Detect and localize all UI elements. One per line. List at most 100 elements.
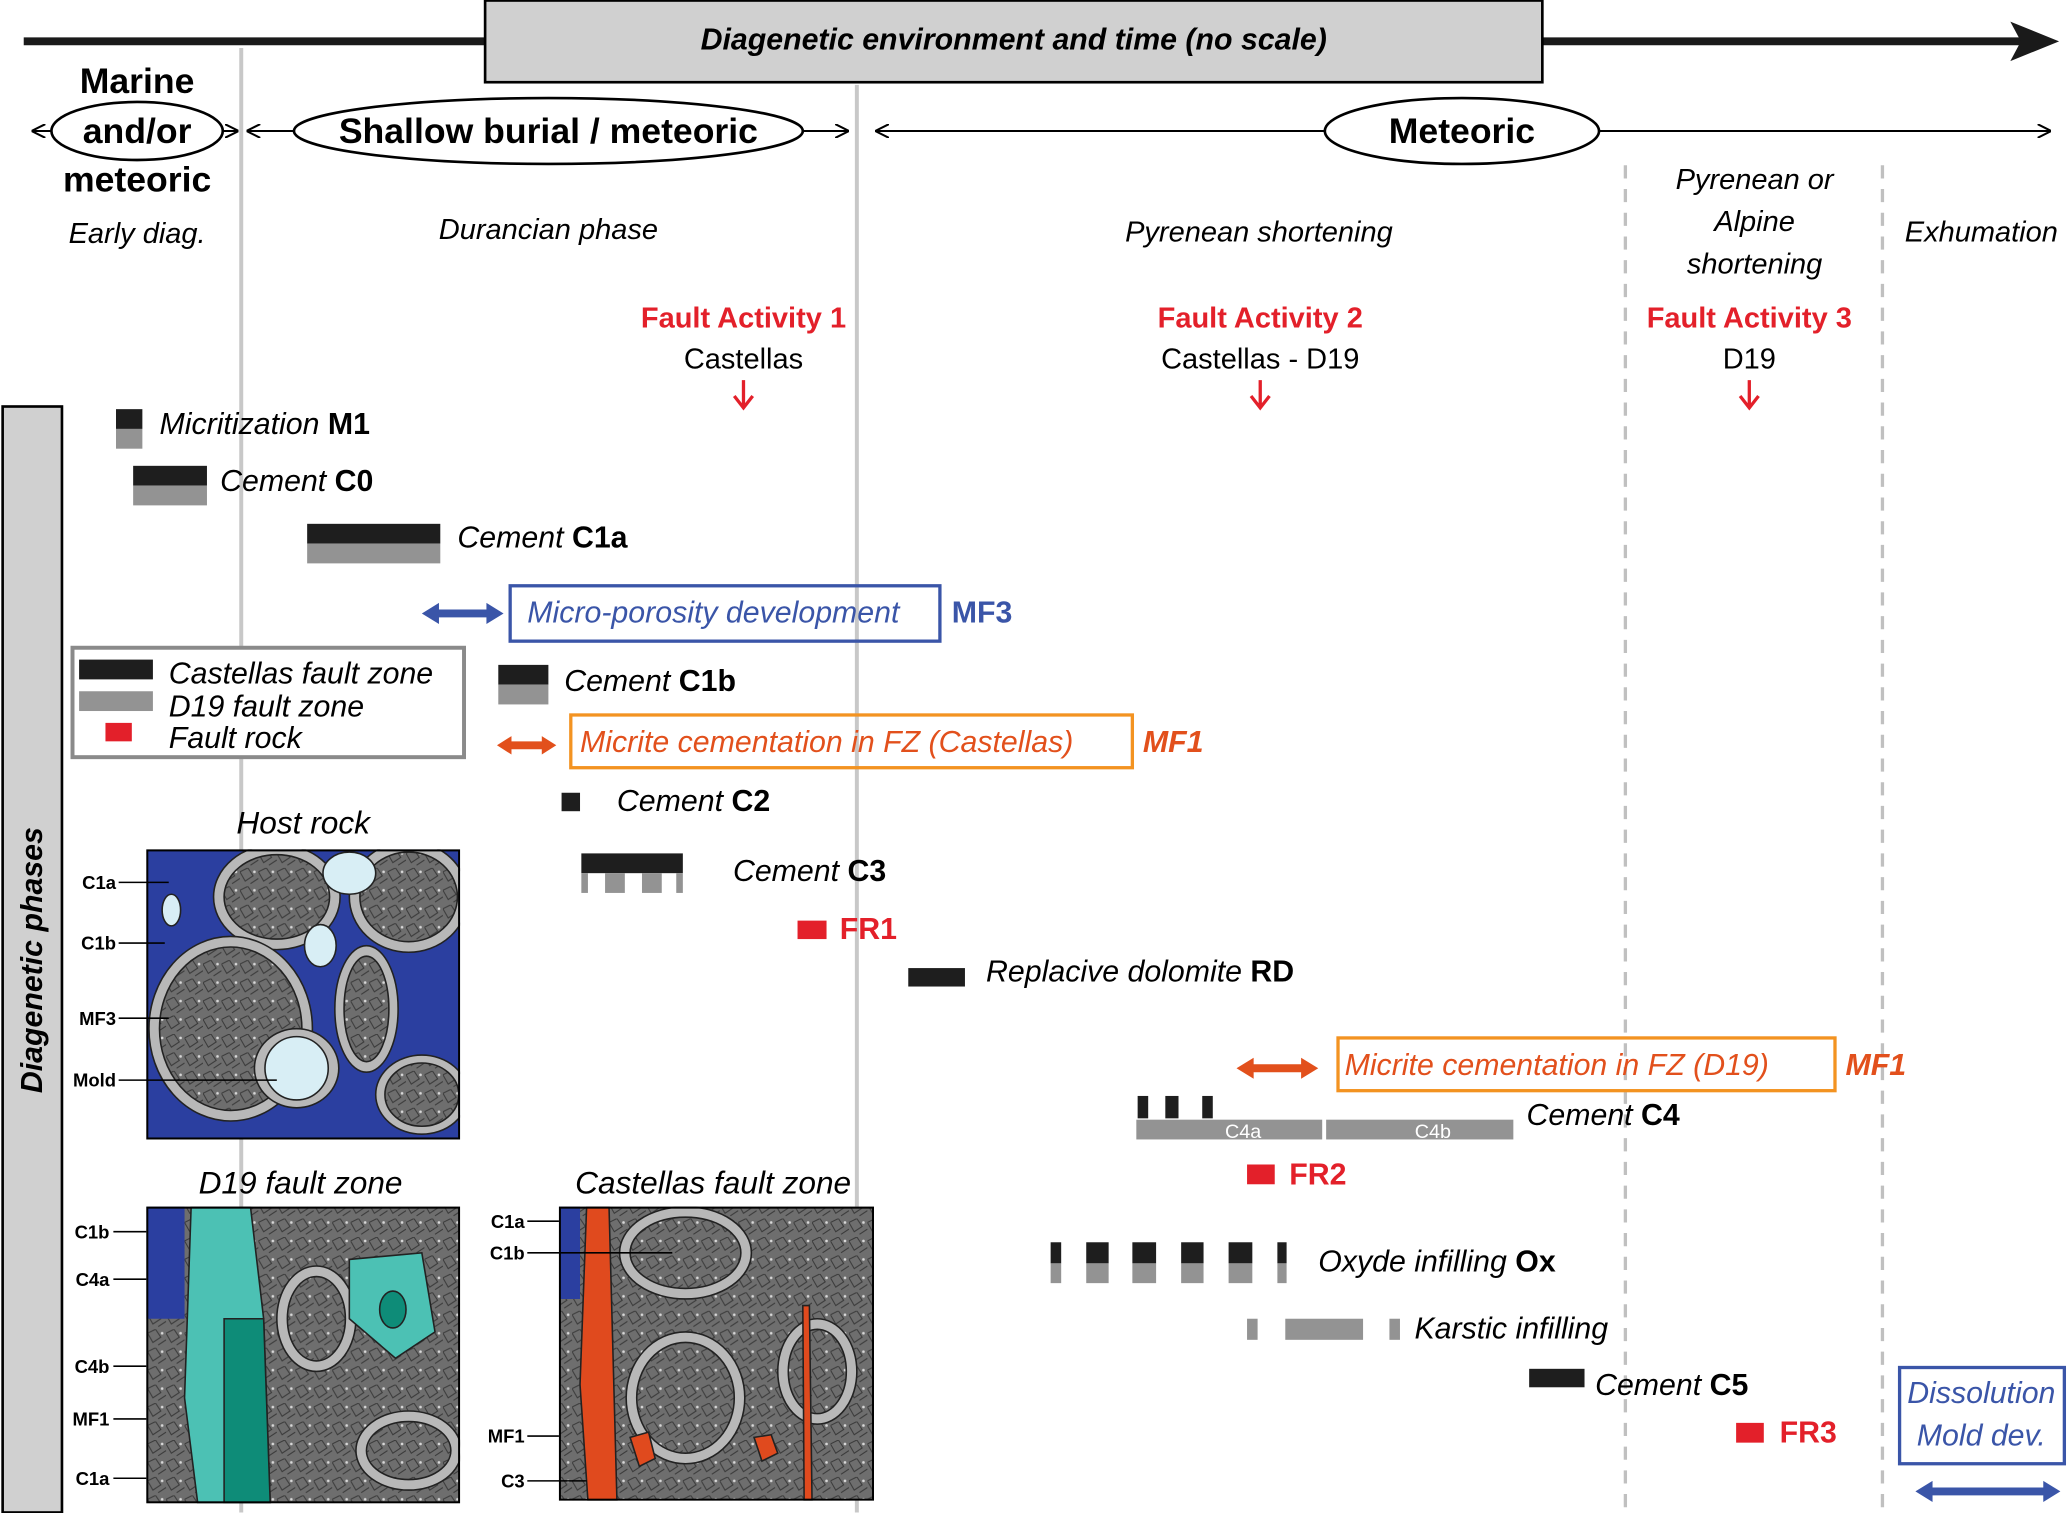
phase-c5: Cement C5 [1529,1368,1748,1402]
double-arrow-icon [1915,1480,2061,1502]
env-marine-line3: meteoric [63,160,211,200]
phase-m1: Micritization M1 [116,408,370,449]
legend-label: D19 fault zone [169,690,364,723]
double-arrow-icon [1236,1057,1319,1079]
svg-text:Castellas fault zone: Castellas fault zone [575,1164,851,1200]
period-durancian: Durancian phase [439,214,658,246]
period-pyrenean-alpine-1: Pyrenean or [1676,164,1835,196]
title-box [483,0,1544,84]
env-meteoric: Meteoric [1389,111,1535,151]
fault-activity-label: Fault Activity 2 [1158,302,1363,334]
phase-karstic: Karstic infilling [1247,1313,1608,1346]
fault-activity-2: Fault Activity 2 Castellas - D19 [1158,302,1363,411]
fault-activity-3: Fault Activity 3 D19 [1647,302,1852,411]
svg-text:Cement C1a: Cement C1a [457,522,628,555]
svg-text:Dissolution: Dissolution [1907,1377,2055,1410]
phase-dissolution: Dissolution Mold dev. [1897,1365,2067,1502]
phase-c1a: Cement C1a [307,522,629,564]
phase-fr3: FR3 [1736,1417,1837,1450]
svg-text:Cement C5: Cement C5 [1595,1369,1748,1402]
period-early: Early diag. [69,218,206,250]
svg-text:Cement C0: Cement C0 [220,465,373,498]
down-arrow-icon [1249,380,1271,411]
phase-fr2: FR2 [1247,1158,1346,1191]
svg-text:C4a: C4a [76,1269,111,1290]
svg-text:C1a: C1a [491,1211,526,1232]
svg-text:Cement C3: Cement C3 [733,855,886,888]
svg-text:C3: C3 [501,1470,525,1491]
phase-c1b: Cement C1b [498,664,736,705]
svg-text:Host rock: Host rock [236,805,372,841]
svg-text:Cement C2: Cement C2 [617,785,770,818]
svg-text:MF1: MF1 [73,1409,110,1430]
legend-swatch-fault-rock [105,722,132,742]
svg-text:C1b: C1b [490,1242,525,1263]
svg-text:C4b: C4b [1415,1121,1451,1143]
svg-text:MF3: MF3 [952,597,1013,630]
shallow-ellipse [292,96,805,166]
phase-mf1-castellas: Micrite cementation in FZ (Castellas) MF… [496,713,1204,770]
legend: Castellas fault zone D19 fault zone Faul… [70,645,466,760]
env-marine-line1: Marine [80,61,195,101]
phase-rd: Replacive dolomite RD [908,955,1294,988]
legend-swatch-d19 [79,691,153,712]
down-arrow-icon [1738,380,1760,411]
svg-text:C1b: C1b [81,933,116,954]
svg-text:FR3: FR3 [1780,1417,1837,1450]
svg-text:FR2: FR2 [1289,1158,1346,1191]
phase-mf3: Micro-porosity development MF3 [421,584,1013,643]
fault-activity-label: Fault Activity 3 [1647,302,1852,334]
env-shallow: Shallow burial / meteoric [339,111,758,151]
fault-activity-site: Castellas [684,343,803,375]
svg-text:Micro-porosity development: Micro-porosity development [527,597,901,630]
svg-text:C4a: C4a [1225,1121,1261,1143]
period-exhumation: Exhumation [1905,217,2058,249]
phase-fr1: FR1 [797,913,897,946]
svg-text:Cement C1b: Cement C1b [564,665,736,698]
legend-swatch-castellas [79,659,153,680]
period-pyrenean-alpine-3: shortening [1687,248,1822,280]
down-arrow-icon [732,380,755,411]
fault-activity-site: Castellas - D19 [1161,343,1359,375]
phase-c3: Cement C3 [581,853,886,893]
svg-text:Micritization M1: Micritization M1 [160,408,370,441]
svg-text:MF3: MF3 [79,1008,116,1029]
svg-text:MF1: MF1 [1143,726,1204,759]
fault-activity-1: Fault Activity 1 Castellas [641,302,846,411]
phase-c4: C4a C4b Cement C4 [1136,1095,1680,1143]
svg-text:C4b: C4b [75,1356,110,1377]
legend-label: Fault rock [169,722,304,755]
micrograph-castellas-fault-zone: Castellas fault zone C1a C1b MF1 C3 [488,1164,874,1501]
phase-c0: Cement C0 [133,465,373,506]
period-pyrenean: Pyrenean shortening [1125,217,1393,249]
svg-text:C1a: C1a [82,872,117,893]
fault-activity-label: Fault Activity 1 [641,302,846,334]
double-arrow-icon [421,602,504,625]
phase-mf1-d19: Micrite cementation in FZ (D19) MF1 [1236,1036,1907,1093]
svg-text:MF1: MF1 [488,1426,525,1447]
legend-label: Castellas fault zone [169,657,433,690]
svg-text:FR1: FR1 [840,913,897,946]
time-arrow-head [2010,21,2060,62]
svg-text:MF1: MF1 [1846,1049,1907,1082]
meteoric-ellipse [1323,96,1601,166]
svg-text:C1b: C1b [75,1221,110,1242]
phase-c2: Cement C2 [561,785,770,818]
micrograph-d19-fault-zone: D19 fault zone C1b C4a C4b MF1 C1a [73,1164,461,1504]
marine-ellipse [50,100,225,162]
svg-text:Mold dev.: Mold dev. [1917,1419,2046,1452]
env-marine-line2: and/or [83,111,192,151]
svg-text:C1a: C1a [76,1468,111,1489]
svg-text:Micrite cementation in FZ (Cas: Micrite cementation in FZ (Castellas) [580,726,1073,759]
svg-text:Replacive dolomite RD: Replacive dolomite RD [986,955,1294,988]
side-label: Diagenetic phases [16,827,49,1093]
period-pyrenean-alpine-2: Alpine [1712,206,1795,238]
svg-text:Karstic infilling: Karstic infilling [1414,1313,1608,1346]
svg-text:D19 fault zone: D19 fault zone [199,1164,403,1200]
side-label-box [1,405,64,1513]
phase-ox: Oxyde infilling Ox [1050,1242,1556,1284]
svg-text:Micrite cementation in FZ (D19: Micrite cementation in FZ (D19) [1345,1049,1769,1082]
svg-text:Mold: Mold [73,1070,116,1091]
micrograph-host-rock: Host rock C1a C1b MF3 Mold [73,805,461,1140]
